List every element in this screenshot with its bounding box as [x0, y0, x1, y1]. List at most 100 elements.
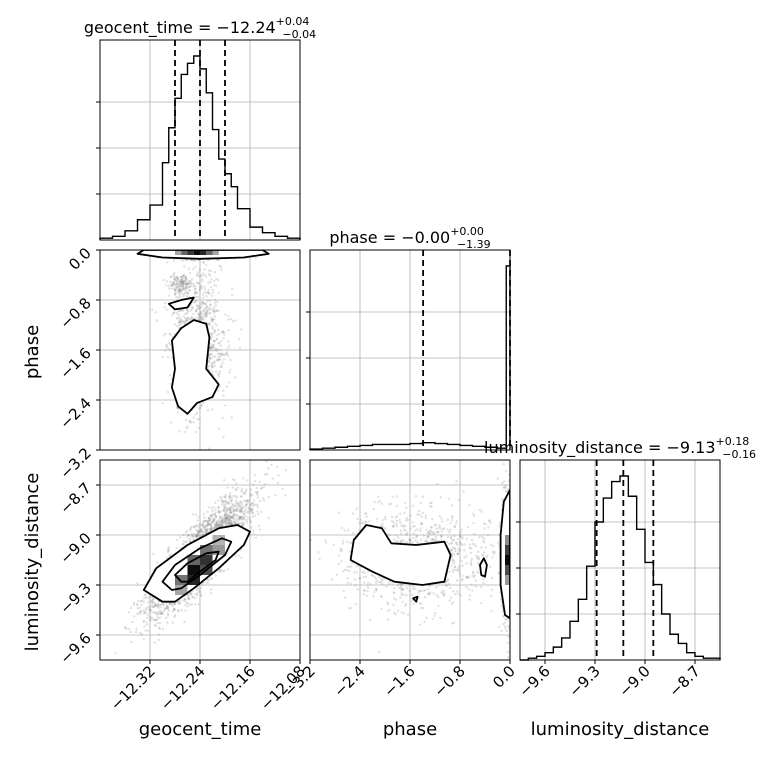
scatter-point [239, 516, 242, 520]
scatter-point [180, 283, 183, 286]
scatter-point [203, 291, 206, 294]
scatter-point [180, 275, 184, 278]
scatter-point [208, 292, 211, 295]
scatter-point [179, 289, 183, 292]
scatter-point [202, 309, 205, 312]
scatter-point [212, 520, 215, 523]
scatter-point [164, 349, 167, 352]
scatter-point [166, 549, 170, 552]
scatter-point [145, 621, 148, 624]
scatter-point [220, 499, 223, 502]
scatter-point [180, 244, 182, 246]
scatter-point [217, 355, 221, 359]
scatter-point [209, 519, 212, 522]
scatter-point [176, 276, 180, 280]
scatter-point [199, 311, 202, 314]
scatter-point [211, 361, 215, 364]
scatter-point [198, 417, 201, 421]
scatter-point [193, 524, 197, 528]
scatter-point [213, 360, 216, 363]
scatter-point [187, 279, 190, 283]
scatter-point [186, 602, 189, 605]
scatter-point [219, 246, 221, 248]
scatter-point [187, 282, 191, 286]
scatter-point [183, 322, 186, 325]
scatter-point [215, 324, 218, 327]
scatter-point [240, 509, 243, 512]
scatter-point [182, 276, 185, 280]
scatter-point [167, 341, 171, 344]
scatter-point [226, 568, 230, 571]
scatter-point [151, 603, 154, 606]
scatter-point [224, 352, 228, 356]
scatter-point [191, 534, 194, 537]
scatter-point [205, 529, 209, 533]
scatter-point [227, 519, 231, 522]
scatter-point [200, 528, 204, 531]
scatter-point [202, 531, 205, 534]
scatter-point [186, 319, 189, 322]
scatter-point [200, 245, 202, 247]
scatter-point [218, 244, 220, 246]
scatter-point [217, 373, 220, 376]
scatter-point [189, 527, 192, 531]
scatter-point [254, 536, 258, 539]
scatter-point [232, 478, 235, 481]
scatter-point [205, 306, 208, 309]
scatter-point [189, 271, 192, 275]
scatter-point [179, 275, 183, 279]
scatter-point [213, 318, 216, 321]
scatter-point [177, 407, 180, 411]
scatter-point [168, 343, 172, 346]
scatter-point [162, 602, 165, 606]
scatter-point [172, 311, 175, 314]
scatter-point [228, 518, 232, 521]
scatter-point [224, 513, 227, 516]
scatter-point [217, 309, 220, 313]
scatter-point [198, 529, 201, 532]
scatter-point [196, 247, 198, 249]
scatter-point [250, 526, 253, 529]
scatter-point [178, 293, 181, 296]
scatter-point [226, 354, 230, 358]
scatter-point [198, 288, 201, 291]
scatter-point [218, 515, 222, 518]
density-cell [175, 250, 182, 255]
scatter-point [157, 617, 160, 620]
scatter-point [189, 246, 191, 248]
scatter-point [227, 521, 231, 525]
scatter-point [184, 278, 188, 281]
scatter-point [178, 295, 181, 298]
scatter-point [190, 244, 192, 246]
scatter-point [220, 330, 224, 333]
scatter-point [235, 514, 239, 517]
scatter-point [245, 511, 248, 514]
scatter-point [230, 511, 233, 515]
scatter-point [178, 430, 181, 433]
scatter-point [209, 518, 212, 521]
scatter-point [228, 381, 231, 384]
scatter-point [197, 533, 200, 536]
scatter-point [173, 293, 177, 296]
scatter-point [247, 511, 250, 515]
scatter-point [228, 371, 231, 374]
scatter-point [139, 610, 142, 613]
scatter-point [243, 518, 246, 521]
scatter-point [232, 510, 235, 513]
scatter-point [196, 247, 198, 249]
scatter-point [220, 353, 224, 356]
scatter-point [207, 516, 211, 520]
scatter-point [185, 309, 189, 312]
scatter-point [191, 247, 193, 249]
scatter-point [212, 309, 215, 313]
scatter-point [203, 274, 206, 277]
scatter-point [191, 246, 193, 248]
scatter-point [189, 591, 193, 595]
scatter-point [187, 267, 191, 271]
scatter-point [180, 279, 184, 282]
scatter-point [229, 521, 232, 524]
scatter-point [217, 278, 220, 282]
scatter-point [243, 510, 246, 513]
scatter-point [276, 481, 280, 485]
scatter-point [201, 533, 204, 536]
